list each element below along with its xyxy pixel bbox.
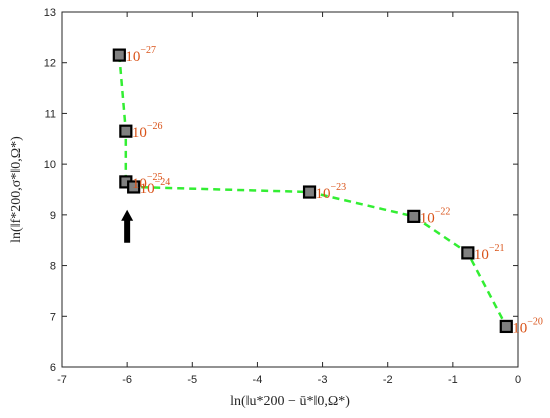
y-tick-label: 9 xyxy=(50,210,56,222)
y-axis-label: ln(‖f*200,σ*‖0,Ω*) xyxy=(9,136,24,243)
data-point-label: 10−20 xyxy=(512,316,543,336)
data-point-label: 10−21 xyxy=(474,243,505,263)
label-exponent: −26 xyxy=(147,121,163,132)
plot-frame xyxy=(61,11,519,368)
plot-axes: -7 -6 -5 -4 -3 -2 -1 0 6 7 8 9 10 11 12 13 xyxy=(44,7,521,386)
label-base: 10 xyxy=(132,176,147,192)
data-point-marker xyxy=(461,246,475,260)
x-tick-label: -1 xyxy=(448,374,458,386)
annotation-arrow xyxy=(121,209,134,243)
data-point-label: 10−23 xyxy=(316,182,347,202)
label-exponent: −21 xyxy=(489,243,505,254)
x-tick-label: -3 xyxy=(318,374,328,386)
x-tick-label: -4 xyxy=(253,374,263,386)
data-markers xyxy=(112,48,513,334)
data-point-marker xyxy=(127,180,141,194)
data-point-marker xyxy=(302,185,317,199)
label-exponent: −25 xyxy=(147,172,163,183)
label-base: 10 xyxy=(420,210,435,226)
y-tick-label: 10 xyxy=(44,159,56,171)
label-base: 10 xyxy=(512,320,527,336)
data-point-label: 10−27 xyxy=(125,45,156,65)
y-tick-label: 13 xyxy=(44,7,56,19)
data-point-label: 10−26 xyxy=(132,121,163,141)
y-tick-label: 7 xyxy=(50,311,56,323)
x-tick-label: -5 xyxy=(187,374,197,386)
series-line xyxy=(118,54,508,327)
x-axis-label: ln(‖u*200 − ū*‖0,Ω*) xyxy=(230,394,350,409)
data-point-label: 10−24 xyxy=(140,177,171,197)
label-exponent: −22 xyxy=(435,206,451,217)
data-point-label: 10−22 xyxy=(420,206,451,226)
x-tick-label: -7 xyxy=(57,374,67,386)
y-tick-label: 8 xyxy=(50,261,56,273)
label-base: 10 xyxy=(140,181,155,197)
y-tick-label: 6 xyxy=(50,362,56,374)
label-exponent: −24 xyxy=(155,177,171,188)
label-base: 10 xyxy=(316,186,331,202)
data-point-marker xyxy=(407,209,421,223)
label-base: 10 xyxy=(125,49,140,65)
label-exponent: −27 xyxy=(140,45,156,56)
arrow-head xyxy=(121,209,134,221)
y-tick-label: 11 xyxy=(45,108,56,120)
label-base: 10 xyxy=(132,125,147,141)
y-tick-label: 12 xyxy=(44,58,56,70)
data-series xyxy=(118,54,508,327)
data-point-marker xyxy=(499,319,513,334)
label-exponent: −23 xyxy=(331,182,347,193)
x-tick-label: 0 xyxy=(515,374,521,386)
data-point-label: 10−25 xyxy=(132,172,163,192)
x-tick-label: -2 xyxy=(383,374,393,386)
label-base: 10 xyxy=(474,247,489,263)
data-point-marker xyxy=(119,124,133,138)
data-point-marker xyxy=(112,48,126,62)
label-exponent: −20 xyxy=(527,316,543,327)
x-tick-label: -6 xyxy=(122,374,132,386)
